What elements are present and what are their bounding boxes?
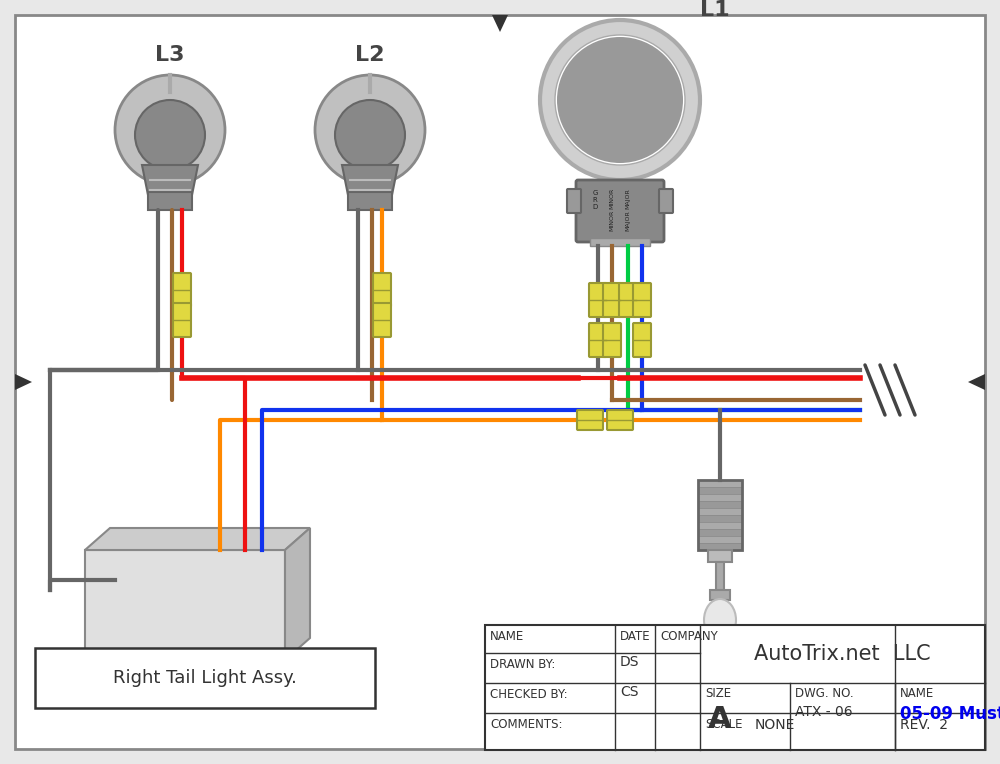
- Text: BACKUP LIGHT: BACKUP LIGHT: [657, 670, 783, 685]
- FancyBboxPatch shape: [607, 410, 633, 430]
- Text: SCALE: SCALE: [705, 718, 742, 731]
- Text: COMMENTS:: COMMENTS:: [490, 718, 562, 731]
- FancyBboxPatch shape: [619, 283, 637, 317]
- Circle shape: [115, 75, 225, 185]
- FancyBboxPatch shape: [603, 283, 621, 317]
- FancyBboxPatch shape: [589, 283, 607, 317]
- Text: DWG. NO.: DWG. NO.: [795, 687, 854, 700]
- Polygon shape: [85, 528, 310, 550]
- Polygon shape: [968, 374, 985, 390]
- Text: L2: L2: [355, 45, 385, 65]
- Text: L3: L3: [155, 45, 185, 65]
- Polygon shape: [492, 732, 508, 749]
- FancyBboxPatch shape: [567, 189, 581, 213]
- Circle shape: [555, 35, 685, 165]
- Text: CHECKED BY:: CHECKED BY:: [490, 688, 568, 701]
- Text: DS: DS: [620, 655, 640, 669]
- FancyBboxPatch shape: [373, 273, 391, 307]
- Text: MINOR: MINOR: [610, 188, 614, 209]
- Circle shape: [335, 100, 405, 170]
- Text: SIZE: SIZE: [705, 687, 731, 700]
- Bar: [698, 487, 742, 494]
- FancyBboxPatch shape: [173, 303, 191, 337]
- Text: MAJOR: MAJOR: [626, 188, 631, 209]
- Bar: [148, 192, 192, 210]
- Text: Right Tail Light Assy.: Right Tail Light Assy.: [113, 669, 297, 687]
- Text: CS: CS: [620, 685, 639, 699]
- Bar: [698, 529, 742, 536]
- Text: NONE: NONE: [755, 718, 795, 732]
- Ellipse shape: [575, 50, 665, 160]
- Bar: [590, 238, 650, 246]
- Text: DRAWN BY:: DRAWN BY:: [490, 658, 555, 671]
- Ellipse shape: [704, 599, 736, 641]
- Bar: [348, 192, 392, 210]
- Circle shape: [315, 75, 425, 185]
- FancyBboxPatch shape: [659, 189, 673, 213]
- Polygon shape: [85, 550, 285, 660]
- Bar: [698, 522, 742, 529]
- Bar: [698, 480, 742, 550]
- Bar: [698, 536, 742, 543]
- FancyBboxPatch shape: [633, 283, 651, 317]
- Bar: [708, 550, 732, 562]
- FancyBboxPatch shape: [633, 323, 651, 357]
- Polygon shape: [492, 15, 508, 32]
- Bar: [485, 625, 985, 750]
- Text: L1: L1: [700, 0, 730, 20]
- FancyBboxPatch shape: [603, 323, 621, 357]
- Polygon shape: [142, 165, 198, 195]
- Circle shape: [540, 20, 700, 180]
- Text: G
R
D: G R D: [592, 190, 598, 210]
- FancyBboxPatch shape: [173, 273, 191, 307]
- Bar: [698, 480, 742, 487]
- Text: MINOR: MINOR: [610, 210, 614, 231]
- Text: NAME: NAME: [900, 687, 934, 700]
- Circle shape: [135, 100, 205, 170]
- Text: 05-09 Mustang: 05-09 Mustang: [900, 705, 1000, 723]
- FancyBboxPatch shape: [577, 410, 603, 430]
- FancyBboxPatch shape: [576, 180, 664, 242]
- FancyBboxPatch shape: [373, 303, 391, 337]
- FancyBboxPatch shape: [589, 323, 607, 357]
- Bar: [698, 501, 742, 508]
- Bar: [698, 515, 742, 522]
- Circle shape: [557, 37, 683, 163]
- Text: AutoTrix.net  LLC: AutoTrix.net LLC: [754, 644, 931, 664]
- Bar: [710, 590, 730, 600]
- Bar: [698, 494, 742, 501]
- Text: A: A: [708, 705, 732, 734]
- Text: ATX - 06: ATX - 06: [795, 705, 853, 719]
- FancyBboxPatch shape: [15, 15, 985, 749]
- Polygon shape: [15, 374, 32, 390]
- Polygon shape: [285, 528, 310, 660]
- Bar: [698, 543, 742, 550]
- Polygon shape: [342, 165, 398, 195]
- Text: DATE: DATE: [620, 630, 651, 643]
- Text: COMPANY: COMPANY: [660, 630, 718, 643]
- Bar: [698, 508, 742, 515]
- Text: REV.  2: REV. 2: [900, 718, 948, 732]
- Bar: [716, 562, 724, 592]
- Text: NAME: NAME: [490, 630, 524, 643]
- Text: MAJOR: MAJOR: [626, 210, 631, 231]
- Bar: [35, 648, 375, 708]
